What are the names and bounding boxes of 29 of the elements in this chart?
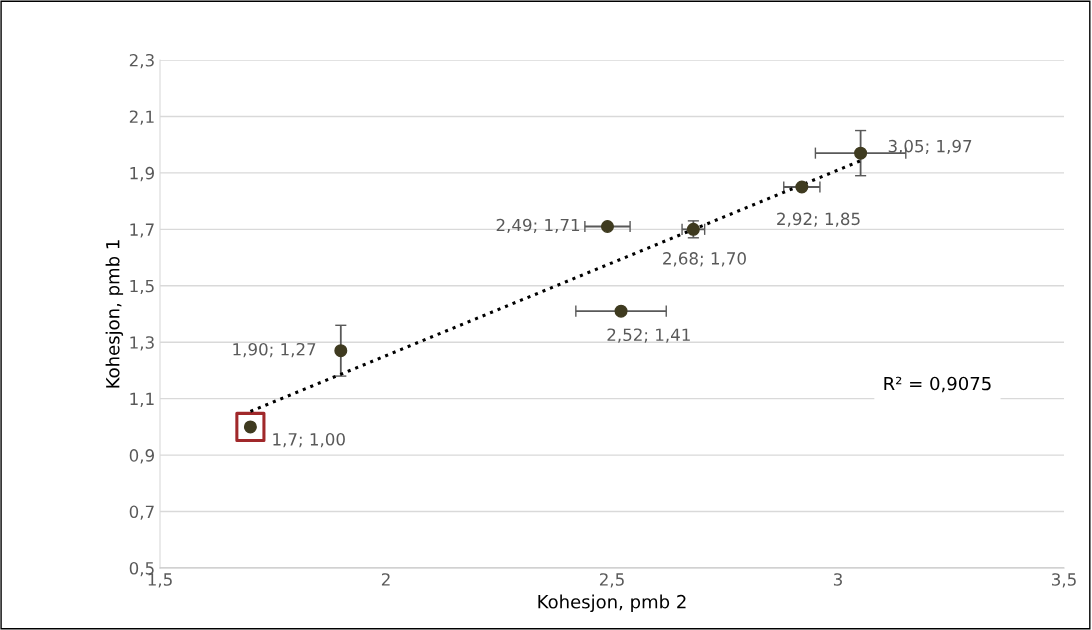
point — [600, 220, 614, 234]
y-tick-label: 1,7 — [130, 223, 154, 238]
point — [854, 146, 868, 160]
y-tick-label: 1,9 — [130, 166, 154, 182]
annotation: R² = 0,9075 — [884, 376, 991, 393]
y-tick-label: 0,7 — [129, 505, 154, 520]
data-label: 3,05; 1,97 — [888, 139, 972, 155]
y-tick-label: 2,1 — [129, 110, 154, 125]
point — [614, 304, 628, 318]
x-tick-label: 2 — [381, 573, 390, 586]
y-tick-label: 0,9 — [129, 449, 154, 464]
y-axis-title: Kohesjon, pmb 1 — [105, 240, 124, 388]
x-tick-label: 3,5 — [1052, 573, 1076, 588]
y-tick-label: 1,1 — [130, 392, 154, 407]
x-tick-label: 3 — [833, 573, 842, 586]
data-label: 2,52; 1,41 — [607, 328, 690, 343]
data-label: 1,7; 1,00 — [273, 433, 345, 448]
point — [235, 411, 266, 442]
data-label: 2,68; 1,70 — [663, 252, 746, 267]
y-tick-label: 2,3 — [129, 53, 154, 69]
y-tick-label: 1,5 — [130, 279, 154, 295]
point — [795, 180, 809, 194]
data-label: 2,92; 1,85 — [777, 212, 860, 227]
data-label: 1,90; 1,27 — [233, 342, 316, 358]
point — [334, 344, 348, 358]
data-label: 2,49; 1,71 — [496, 218, 580, 234]
y-tick-label: 1,3 — [130, 336, 154, 351]
x-tick-label: 2,5 — [599, 573, 624, 588]
x-axis-title: Kohesjon, pmb 2 — [538, 594, 686, 613]
